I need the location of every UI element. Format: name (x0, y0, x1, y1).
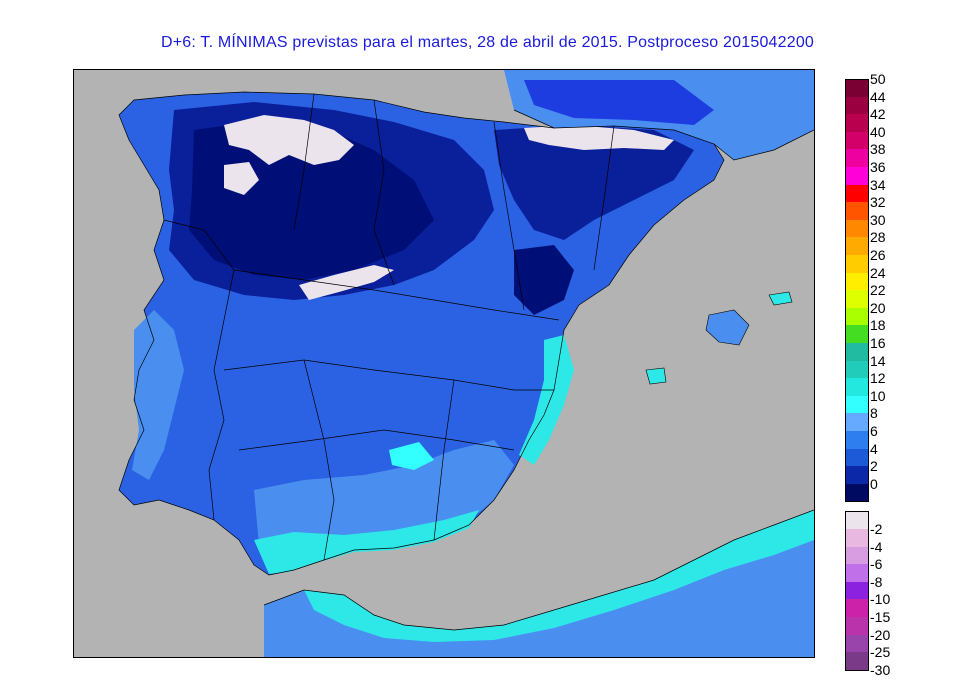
legend-swatch (845, 184, 869, 203)
legend-label: 22 (870, 282, 886, 299)
legend-swatch (845, 149, 869, 167)
legend-label: -25 (870, 644, 891, 661)
africa-coastline (263, 509, 814, 631)
admin-boundaries (118, 91, 725, 576)
legend-swatch (845, 167, 869, 185)
legend-swatch (845, 581, 869, 600)
france-deep (524, 80, 714, 125)
cold-zone-east (494, 125, 694, 240)
legend-swatch (845, 343, 869, 361)
legend-swatch (845, 131, 869, 150)
legend-swatch (845, 202, 869, 220)
mild-zone-west (132, 310, 184, 480)
legend-label: 6 (870, 423, 878, 439)
snow-leon (224, 162, 259, 195)
legend-swatch (845, 272, 869, 291)
legend-label: 0 (870, 475, 878, 492)
legend-label: 12 (870, 370, 886, 387)
snow-pyrenees (524, 125, 674, 150)
legend-label: -2 (870, 521, 883, 537)
island-mallorca (705, 309, 750, 346)
legend-swatch (845, 395, 869, 414)
legend-swatch (845, 237, 869, 255)
legend-swatch (845, 219, 869, 238)
legend-swatch (845, 114, 869, 132)
legend-label: 18 (870, 317, 886, 334)
legend-label: 14 (870, 352, 886, 369)
legend-label: -10 (870, 591, 891, 608)
france-coastline (513, 109, 814, 161)
legend-swatch (845, 96, 869, 115)
legend-label: 4 (870, 440, 878, 457)
cold-zone-core (189, 120, 434, 280)
iberian-peninsula-map (74, 70, 814, 657)
legend-label: 44 (870, 88, 886, 105)
legend-label: 2 (870, 458, 878, 475)
snow-cantabrian (224, 115, 354, 165)
north-africa (264, 510, 814, 657)
legend-swatch (845, 511, 869, 530)
legend-swatch (845, 360, 869, 379)
legend-label: 38 (870, 141, 886, 158)
legend-label: 30 (870, 211, 886, 228)
legend-label: 26 (870, 247, 886, 263)
cold-zone-ebro (514, 245, 574, 315)
legend-label: -20 (870, 626, 891, 643)
legend-label: -30 (870, 661, 891, 678)
legend-label: 42 (870, 106, 886, 123)
legend-swatch (845, 599, 869, 617)
legend-swatch (845, 466, 869, 484)
legend-swatch (845, 378, 869, 396)
legend-swatch (845, 634, 869, 653)
legend-swatch (845, 652, 869, 671)
north-africa-coast (304, 510, 814, 642)
color-legend: 50 44 42 40 38 36 34 32 30 28 26 24 22 20 18 16 14 12 10 8 6… (845, 72, 975, 677)
legend-label: 20 (870, 299, 886, 316)
legend-label: -15 (870, 609, 891, 625)
legend-swatch (845, 529, 869, 547)
legend-swatch (845, 483, 869, 502)
legend-swatch (845, 431, 869, 449)
legend-swatch (845, 255, 869, 273)
temperature-map (73, 69, 815, 658)
legend-label: 36 (870, 159, 886, 175)
legend-label: 32 (870, 194, 886, 211)
legend-label: 40 (870, 123, 886, 140)
legend-label: 34 (870, 176, 886, 193)
warm-coast-guadalquivir (389, 442, 434, 470)
warm-coast-andalucia (254, 510, 479, 574)
legend-label: 28 (870, 229, 886, 246)
legend-swatch (845, 413, 869, 431)
legend-label: 16 (870, 335, 886, 351)
legend-swatch (845, 79, 869, 98)
legend-label: 10 (870, 387, 886, 404)
legend-swatch (845, 564, 869, 582)
legend-label: 50 (870, 71, 886, 87)
legend-label: -4 (870, 538, 883, 555)
island-menorca (768, 291, 793, 306)
snow-central-system (299, 265, 394, 300)
island-ibiza (645, 367, 667, 385)
legend-swatch (845, 290, 869, 308)
legend-separator (845, 501, 869, 503)
legend-swatch (845, 546, 869, 565)
legend-swatch (845, 325, 869, 343)
warm-coast-valencia (519, 335, 574, 465)
legend-label: -6 (870, 556, 883, 573)
legend-label: -8 (870, 573, 883, 590)
legend-label: 24 (870, 264, 886, 281)
map-title: D+6: T. MÍNIMAS previstas para el martes… (160, 34, 815, 51)
legend-swatch (845, 307, 869, 326)
legend-swatch (845, 617, 869, 635)
legend-label: 8 (870, 405, 878, 422)
legend-swatch (845, 448, 869, 467)
